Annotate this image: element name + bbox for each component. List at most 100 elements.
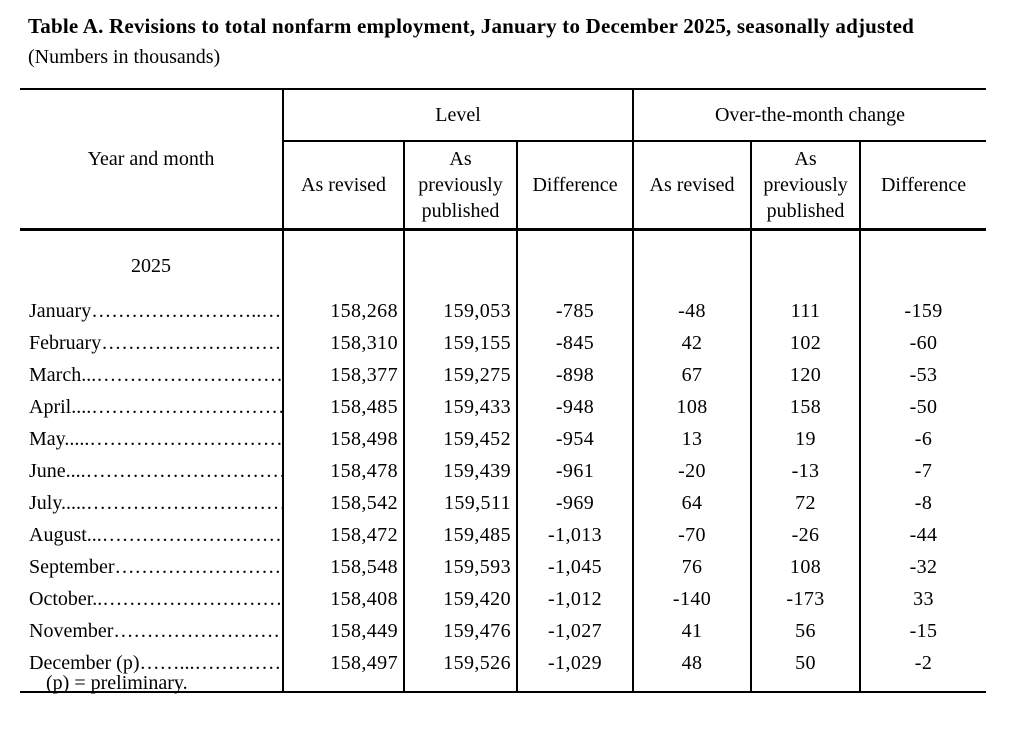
group-header-otm-change: Over-the-month change [632, 88, 987, 142]
table-subtitle: (Numbers in thousands) [28, 46, 221, 68]
spacer-row [20, 280, 987, 295]
cell-otm-as-previously-published: 50 [750, 647, 861, 679]
cell-level-as-revised: 158,485 [282, 391, 404, 423]
cell-level-as-revised: 158,478 [282, 455, 404, 487]
month-label: June....……………………………………… [29, 460, 283, 482]
empty-cell [632, 679, 752, 693]
empty-cell [403, 280, 517, 295]
table-row: July.....……………………………………… 158,542 159,511… [20, 487, 987, 519]
cell-level-difference: -1,029 [515, 647, 634, 679]
empty-cell [750, 229, 861, 280]
cell-level-difference: -948 [515, 391, 634, 423]
cell-otm-difference: -32 [859, 551, 987, 583]
year-label: 2025 [131, 255, 171, 277]
cell-level-as-previously-published: 159,275 [403, 359, 517, 391]
empty-cell [282, 280, 404, 295]
cell-otm-difference: -2 [859, 647, 987, 679]
cell-otm-as-previously-published: 19 [750, 423, 861, 455]
month-label: April....……………………………………… [29, 396, 283, 418]
subheader-wrap-text: As previously published [418, 148, 503, 222]
empty-cell [750, 280, 861, 295]
table-row: February…………………………………… 158,310 159,155 -… [20, 327, 987, 359]
month-label: August...…………………………………… [29, 524, 283, 546]
subheader-otm-as-previously-published: As previously published [750, 141, 861, 231]
subheader-level-as-previously-published: As previously published [403, 141, 517, 231]
cell-level-as-previously-published: 159,155 [403, 327, 517, 359]
empty-cell [515, 679, 634, 693]
month-label: November………………………………… [29, 620, 283, 642]
cell-level-as-previously-published: 159,485 [403, 519, 517, 551]
cell-otm-difference: -159 [859, 295, 987, 327]
cell-otm-as-previously-published: 72 [750, 487, 861, 519]
empty-cell [282, 679, 404, 693]
cell-otm-difference: -15 [859, 615, 987, 647]
cell-level-as-revised: 158,377 [282, 359, 404, 391]
year-row: 2025 [20, 229, 987, 280]
cell-level-as-revised: 158,408 [282, 583, 404, 615]
subheader-wrap-text: As previously published [763, 148, 848, 222]
group-header-level: Level [281, 88, 634, 142]
cell-otm-as-revised: -140 [632, 583, 752, 615]
cell-level-difference: -898 [515, 359, 634, 391]
cell-level-as-previously-published: 159,452 [403, 423, 517, 455]
cell-otm-as-revised: 67 [632, 359, 752, 391]
cell-otm-difference: -44 [859, 519, 987, 551]
group-header-row: Year and month Level Over-the-month chan… [20, 88, 987, 231]
cell-level-as-revised: 158,449 [282, 615, 404, 647]
cell-otm-difference: -7 [859, 455, 987, 487]
cell-level-as-revised: 158,548 [282, 551, 404, 583]
empty-cell [515, 229, 634, 280]
table-header: Year and month Level Over-the-month chan… [20, 88, 987, 231]
table-row: September………………………………… 158,548 159,593 -… [20, 551, 987, 583]
cell-level-difference: -1,045 [515, 551, 634, 583]
cell-otm-as-revised: -70 [632, 519, 752, 551]
subheader-otm-difference: Difference [859, 141, 987, 231]
subheader-level-difference: Difference [515, 141, 634, 231]
cell-otm-as-previously-published: 120 [750, 359, 861, 391]
cell-level-as-previously-published: 159,593 [403, 551, 517, 583]
empty-cell [632, 229, 752, 280]
table-row: November………………………………… 158,449 159,476 -1… [20, 615, 987, 647]
table-body: 2025 January……………………..……………… 158,268 159 [20, 229, 987, 693]
cell-otm-as-revised: -48 [632, 295, 752, 327]
month-label: January……………………..……………… [29, 300, 283, 322]
end-padding-row [20, 679, 987, 693]
cell-otm-as-previously-published: 56 [750, 615, 861, 647]
cell-level-as-previously-published: 159,433 [403, 391, 517, 423]
cell-otm-difference: -8 [859, 487, 987, 519]
cell-otm-difference: -6 [859, 423, 987, 455]
cell-level-difference: -961 [515, 455, 634, 487]
cell-level-as-previously-published: 159,476 [403, 615, 517, 647]
cell-otm-as-revised: 76 [632, 551, 752, 583]
cell-otm-as-revised: 41 [632, 615, 752, 647]
cell-level-as-previously-published: 159,511 [403, 487, 517, 519]
cell-level-as-revised: 158,268 [282, 295, 404, 327]
cell-level-as-previously-published: 159,053 [403, 295, 517, 327]
empty-cell [750, 679, 861, 693]
footnote-preliminary: (p) = preliminary. [46, 672, 188, 694]
cell-level-as-previously-published: 159,526 [403, 647, 517, 679]
cell-otm-as-previously-published: -26 [750, 519, 861, 551]
empty-cell [515, 280, 634, 295]
cell-level-as-previously-published: 159,439 [403, 455, 517, 487]
empty-cell [403, 229, 517, 280]
cell-otm-as-previously-published: 111 [750, 295, 861, 327]
month-label: March...…………………………………… [29, 364, 283, 386]
month-label: July.....……………………………………… [29, 492, 283, 514]
cell-level-as-previously-published: 159,420 [403, 583, 517, 615]
cell-level-as-revised: 158,542 [282, 487, 404, 519]
table-row: May.....……………………………………… 158,498 159,452 … [20, 423, 987, 455]
empty-cell [20, 280, 283, 295]
cell-level-as-revised: 158,472 [282, 519, 404, 551]
cell-otm-as-revised: 108 [632, 391, 752, 423]
month-label: May.....……………………………………… [29, 428, 283, 450]
month-label: September………………………………… [29, 556, 283, 578]
cell-otm-as-previously-published: -13 [750, 455, 861, 487]
empty-cell [859, 280, 987, 295]
subheader-otm-as-revised: As revised [632, 141, 752, 231]
cell-otm-as-revised: -20 [632, 455, 752, 487]
cell-level-difference: -969 [515, 487, 634, 519]
cell-otm-as-revised: 48 [632, 647, 752, 679]
revisions-table: Year and month Level Over-the-month chan… [20, 88, 987, 693]
cell-otm-as-previously-published: -173 [750, 583, 861, 615]
